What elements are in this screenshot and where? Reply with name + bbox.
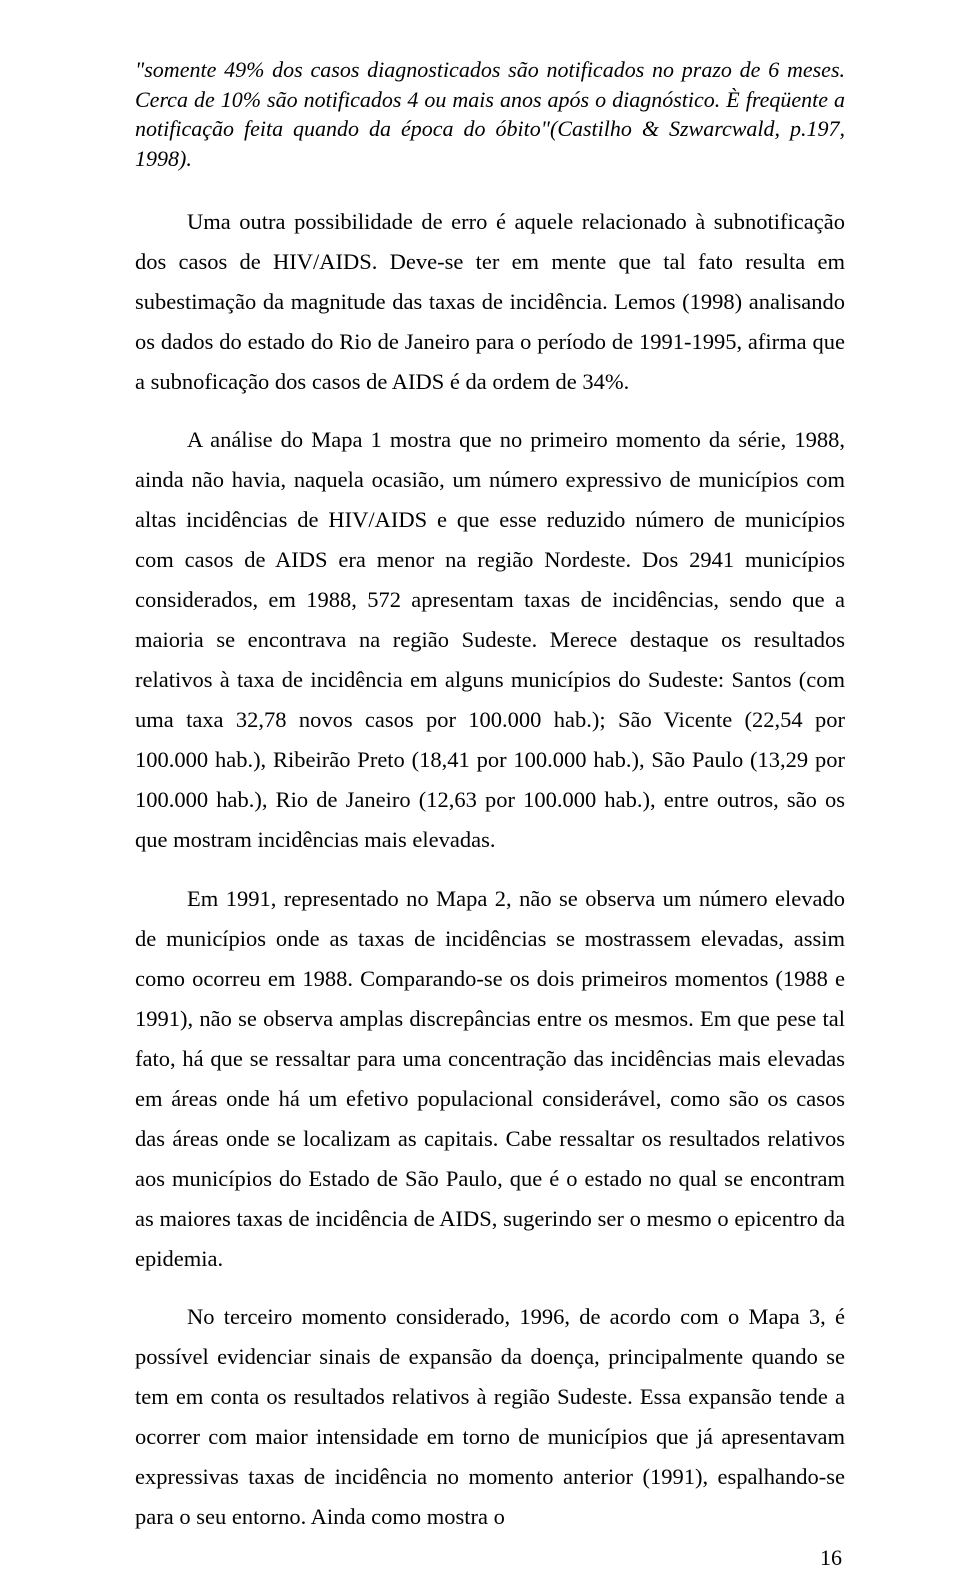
block-quote: "somente 49% dos casos diagnosticados sã…: [135, 55, 845, 174]
body-paragraph-4: No terceiro momento considerado, 1996, d…: [135, 1297, 845, 1537]
body-paragraph-3: Em 1991, representado no Mapa 2, não se …: [135, 879, 845, 1279]
page-number: 16: [820, 1545, 842, 1571]
document-page: "somente 49% dos casos diagnosticados sã…: [0, 0, 960, 1595]
body-paragraph-2: A análise do Mapa 1 mostra que no primei…: [135, 420, 845, 861]
body-paragraph-1: Uma outra possibilidade de erro é aquele…: [135, 202, 845, 402]
